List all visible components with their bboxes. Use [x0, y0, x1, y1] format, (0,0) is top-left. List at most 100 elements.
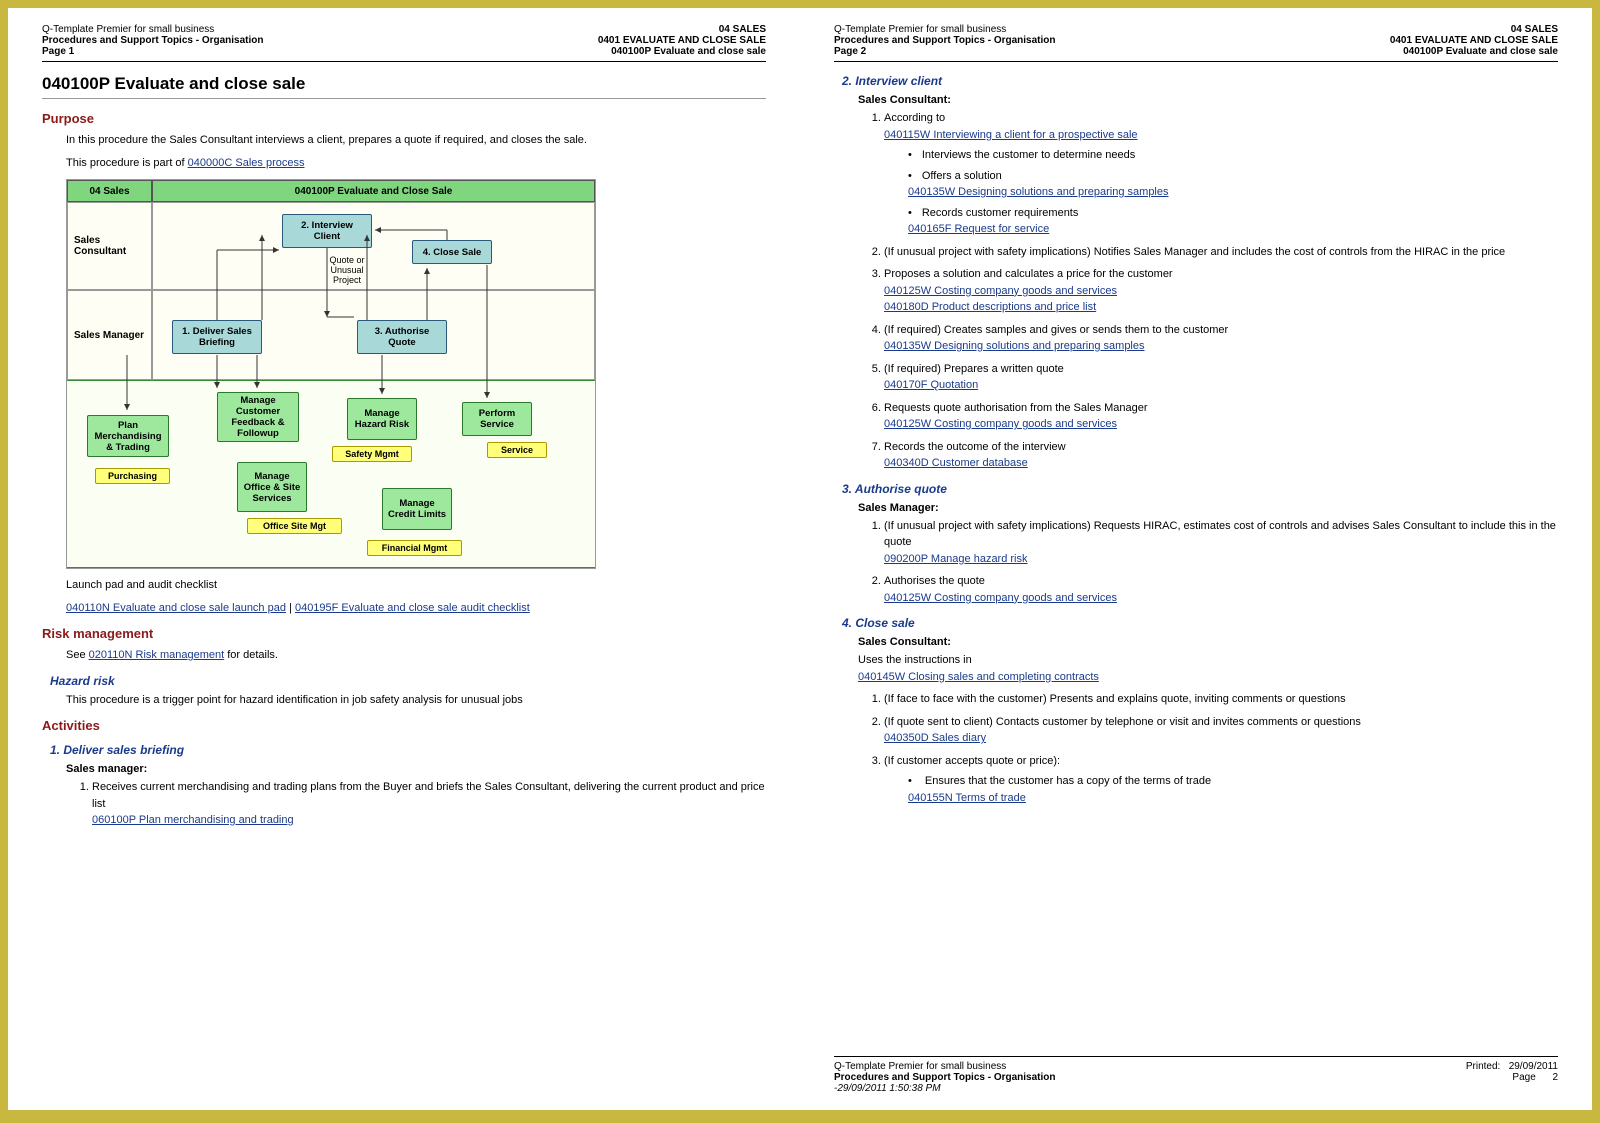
purpose-p2: This procedure is part of 040000C Sales … — [66, 155, 766, 172]
act2-i6: Requests quote authorisation from the Sa… — [884, 400, 1558, 433]
act1-list: Receives current merchandising and tradi… — [92, 779, 766, 829]
header-doc: 040100P Evaluate and close sale — [611, 46, 766, 57]
act2-i4-link[interactable]: 040135W Designing solutions and preparin… — [884, 340, 1145, 352]
act2-b2: Offers a solution040135W Designing solut… — [908, 168, 1558, 201]
act1-item1: Receives current merchandising and tradi… — [92, 779, 766, 829]
risk-link[interactable]: 020110N Risk management — [89, 649, 225, 661]
fc-box-interview: 2. Interview Client — [282, 214, 372, 248]
header-subtitle: Procedures and Support Topics - Organisa… — [42, 35, 264, 46]
act4-i2-link[interactable]: 040350D Sales diary — [884, 732, 986, 744]
act2-heading: 2. Interview client — [842, 74, 1558, 88]
sales-process-link[interactable]: 040000C Sales process — [188, 157, 305, 169]
page2-footer: Q-Template Premier for small business Pr… — [834, 1056, 1558, 1094]
act4-i2: (If quote sent to client) Contacts custo… — [884, 714, 1558, 747]
act4-list: (If face to face with the customer) Pres… — [884, 691, 1558, 806]
act4-b1: Ensures that the customer has a copy of … — [908, 773, 1558, 806]
footer-printed-label: Printed: — [1466, 1061, 1500, 1072]
header2-subtitle: Procedures and Support Topics - Organisa… — [834, 35, 1056, 46]
hazard-heading: Hazard risk — [50, 674, 766, 688]
act1-link[interactable]: 060100P Plan merchandising and trading — [92, 814, 294, 826]
fc-box-deliver: 1. Deliver Sales Briefing — [172, 320, 262, 354]
fc-y-service: Service — [487, 442, 547, 458]
header-cat: 04 SALES — [719, 24, 766, 35]
purpose-heading: Purpose — [42, 111, 766, 126]
act4-b1-link[interactable]: 040155N Terms of trade — [908, 792, 1026, 804]
act1-heading: 1. Deliver sales briefing — [50, 743, 766, 757]
launch-pad-link[interactable]: 040110N Evaluate and close sale launch p… — [66, 602, 286, 614]
header2-subcat: 0401 EVALUATE AND CLOSE SALE — [1390, 35, 1558, 46]
footer-page-num: 2 — [1552, 1072, 1558, 1083]
act2-b3: Records customer requirements040165F Req… — [908, 205, 1558, 238]
fc-y-safety: Safety Mgmt — [332, 446, 412, 462]
header2-doc: 040100P Evaluate and close sale — [1403, 46, 1558, 57]
fc-y-purchasing: Purchasing — [95, 468, 170, 484]
act3-heading: 3. Authorise quote — [842, 482, 1558, 496]
act1-role: Sales manager: — [66, 763, 766, 775]
page1-header: Q-Template Premier for small business Pr… — [42, 24, 766, 62]
act2-b3-link[interactable]: 040165F Request for service — [908, 223, 1049, 235]
act2-i4: (If required) Creates samples and gives … — [884, 322, 1558, 355]
act2-i1: According to 040115W Interviewing a clie… — [884, 110, 1558, 238]
fc-gb-credit: Manage Credit Limits — [382, 488, 452, 530]
act2-i7-link[interactable]: 040340D Customer database — [884, 457, 1028, 469]
act2-i5-link[interactable]: 040170F Quotation — [884, 379, 978, 391]
fc-note: Quote or Unusual Project — [317, 255, 377, 285]
act3-list: (If unusual project with safety implicat… — [884, 518, 1558, 607]
fc-lane-consultant: Sales Consultant — [67, 202, 152, 290]
act4-heading: 4. Close sale — [842, 616, 1558, 630]
header2-cat: 04 SALES — [1511, 24, 1558, 35]
document-title: 040100P Evaluate and close sale — [42, 74, 766, 99]
act4-i3: (If customer accepts quote or price): En… — [884, 753, 1558, 807]
launch-links: 040110N Evaluate and close sale launch p… — [66, 600, 766, 617]
fc-tab-title: 040100P Evaluate and Close Sale — [152, 180, 595, 202]
act4-bullets: Ensures that the customer has a copy of … — [908, 773, 1558, 806]
launch-label: Launch pad and audit checklist — [66, 577, 766, 594]
fc-y-office: Office Site Mgt — [247, 518, 342, 534]
act2-b2-link[interactable]: 040135W Designing solutions and preparin… — [908, 186, 1169, 198]
act3-i2-link[interactable]: 040125W Costing company goods and servic… — [884, 592, 1117, 604]
act2-i6-link[interactable]: 040125W Costing company goods and servic… — [884, 418, 1117, 430]
act3-i1-link[interactable]: 090200P Manage hazard risk — [884, 553, 1028, 565]
risk-body: See 020110N Risk management for details. — [66, 647, 766, 664]
act2-i3: Proposes a solution and calculates a pri… — [884, 266, 1558, 316]
header2-product: Q-Template Premier for small business — [834, 24, 1056, 35]
footer-page-label: Page — [1512, 1072, 1535, 1083]
act2-i3-l1[interactable]: 040125W Costing company goods and servic… — [884, 285, 1117, 297]
fc-gb-feedback: Manage Customer Feedback & Followup — [217, 392, 299, 442]
footer-product: Q-Template Premier for small business — [834, 1061, 1056, 1072]
risk-heading: Risk management — [42, 626, 766, 641]
flowchart: 04 Sales 040100P Evaluate and Close Sale… — [66, 179, 596, 569]
fc-lane-manager: Sales Manager — [67, 290, 152, 380]
act4-intro: Uses the instructions in 040145W Closing… — [858, 652, 1558, 685]
act2-i3-l2[interactable]: 040180D Product descriptions and price l… — [884, 301, 1096, 313]
act2-bullets: Interviews the customer to determine nee… — [908, 147, 1558, 238]
act2-i1-link[interactable]: 040115W Interviewing a client for a pros… — [884, 129, 1138, 141]
hazard-body: This procedure is a trigger point for ha… — [66, 692, 766, 709]
fc-gb-office: Manage Office & Site Services — [237, 462, 307, 512]
fc-box-close: 4. Close Sale — [412, 240, 492, 264]
page-1: Q-Template Premier for small business Pr… — [14, 14, 794, 1104]
act3-i2: Authorises the quote 040125W Costing com… — [884, 573, 1558, 606]
fc-y-fin: Financial Mgmt — [367, 540, 462, 556]
fc-box-authorise: 3. Authorise Quote — [357, 320, 447, 354]
act4-i1: (If face to face with the customer) Pres… — [884, 691, 1558, 708]
act2-list: According to 040115W Interviewing a clie… — [884, 110, 1558, 472]
audit-checklist-link[interactable]: 040195F Evaluate and close sale audit ch… — [295, 602, 530, 614]
page2-header: Q-Template Premier for small business Pr… — [834, 24, 1558, 62]
fc-tab-sales: 04 Sales — [67, 180, 152, 202]
act2-i7: Records the outcome of the interview 040… — [884, 439, 1558, 472]
footer-date: 29/09/2011 — [1509, 1061, 1558, 1072]
page-2: Q-Template Premier for small business Pr… — [806, 14, 1586, 1104]
activities-heading: Activities — [42, 718, 766, 733]
footer-ts: -29/09/2011 1:50:38 PM — [834, 1083, 941, 1094]
footer-subtitle: Procedures and Support Topics - Organisa… — [834, 1072, 1056, 1083]
act2-role: Sales Consultant: — [858, 94, 1558, 106]
act2-i2: (If unusual project with safety implicat… — [884, 244, 1558, 261]
header-subcat: 0401 EVALUATE AND CLOSE SALE — [598, 35, 766, 46]
fc-gb-hazard: Manage Hazard Risk — [347, 398, 417, 440]
act4-intro-link[interactable]: 040145W Closing sales and completing con… — [858, 671, 1099, 683]
fc-gb-service: Perform Service — [462, 402, 532, 436]
fc-gb-plan: Plan Merchandising & Trading — [87, 415, 169, 457]
act2-b1: Interviews the customer to determine nee… — [908, 147, 1558, 164]
header-product: Q-Template Premier for small business — [42, 24, 264, 35]
